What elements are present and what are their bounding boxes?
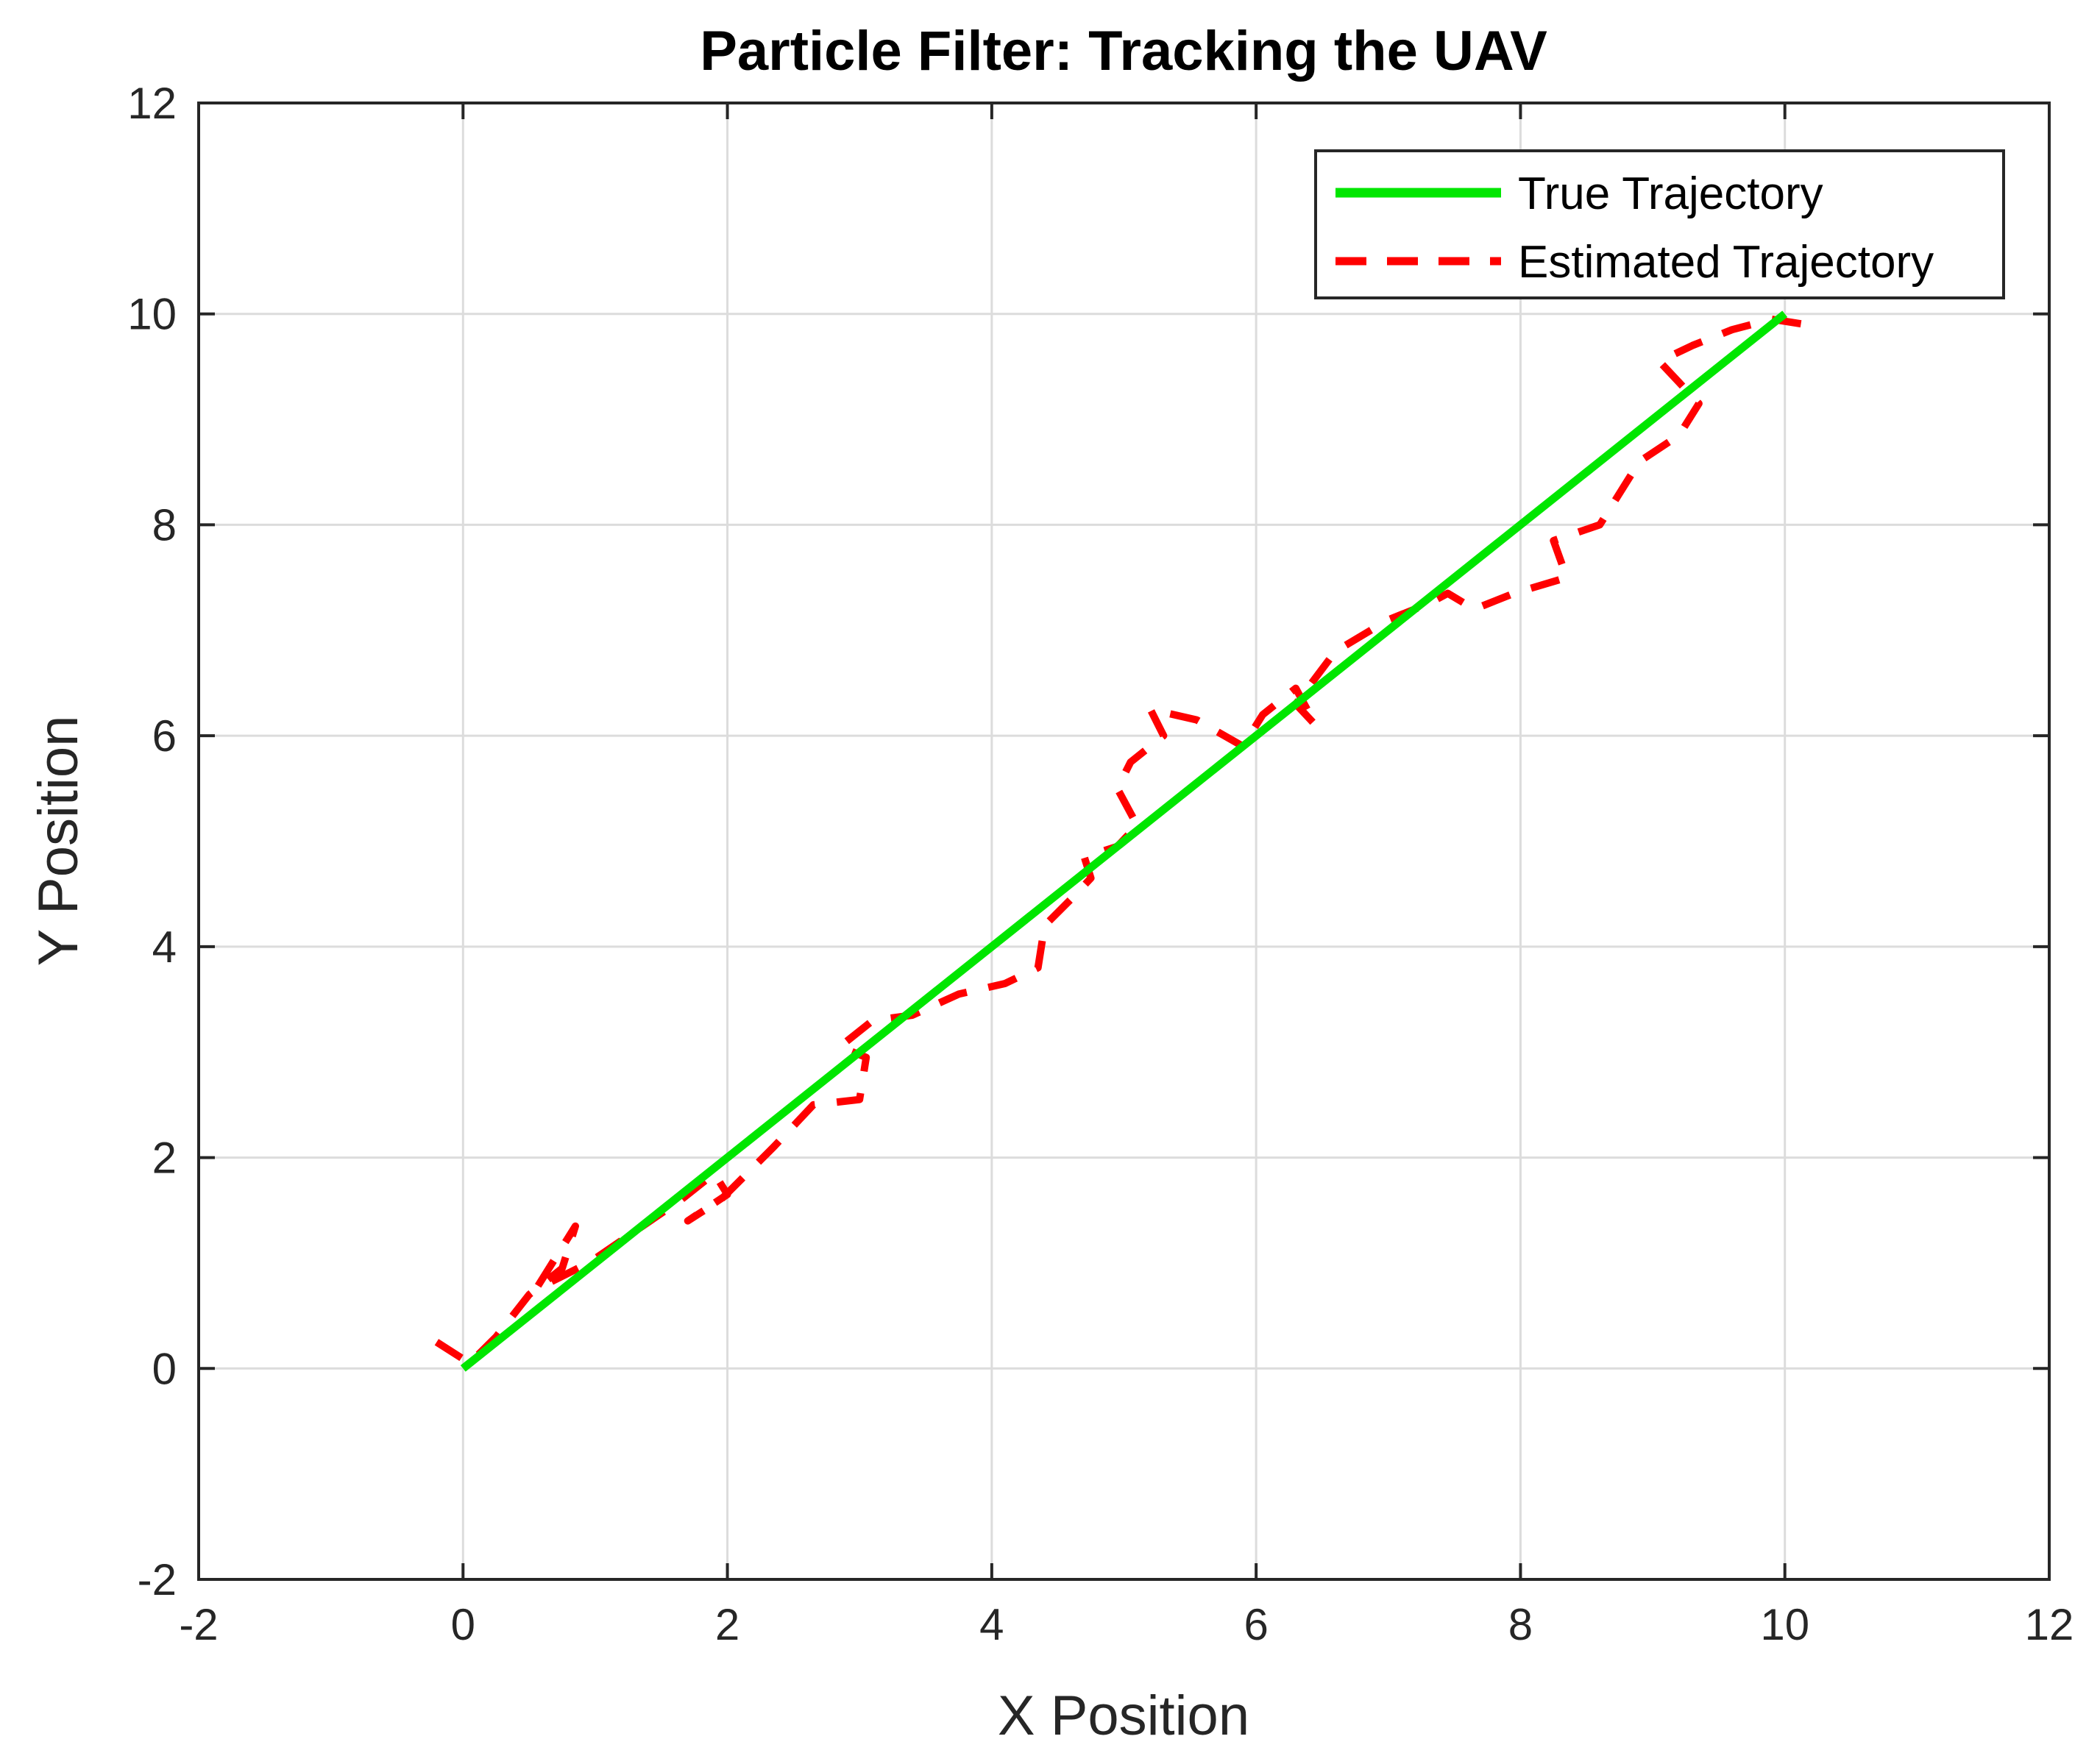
x-tick-labels: -2 0 2 4 6 8 10 12 [179,1600,2074,1649]
y-tick-label: 2 [152,1134,177,1183]
y-tick-label: 8 [152,500,177,550]
x-axis-label: X Position [998,1685,1249,1747]
x-tick-label: 12 [2025,1600,2074,1649]
y-tick-label: 0 [152,1344,177,1393]
series-layer [434,307,1815,1372]
legend-label-true-trajectory: True Trajectory [1518,168,1823,219]
x-tick-label: 2 [715,1600,739,1649]
x-tick-label: 0 [451,1600,475,1649]
y-tick-label: 10 [127,290,177,339]
legend-label-estimated-trajectory: Estimated Trajectory [1518,237,1934,288]
y-tick-label: 6 [152,711,177,761]
x-tick-label: 10 [1760,1600,1809,1649]
y-tick-labels: -2 0 2 4 6 8 10 12 [127,79,177,1604]
series-line-true-trajectory [460,310,1788,1372]
y-axis-label: Y Position [27,716,90,967]
x-tick-label: -2 [179,1600,218,1649]
y-tick-label: 4 [152,922,177,972]
x-tick-label: 4 [979,1600,1004,1649]
series-line-estimated-trajectory [434,307,1815,1368]
plot-area-frame [197,102,2051,1581]
tick-marks [197,102,2051,1581]
chart-title: Particle Filter: Tracking the UAV [700,20,1547,82]
legend-box [1314,149,2005,299]
x-tick-label: 8 [1508,1600,1533,1649]
x-tick-label: 6 [1244,1600,1268,1649]
legend: True Trajectory Estimated Trajectory [1314,149,2005,299]
y-tick-label: -2 [138,1555,177,1604]
y-tick-label: 12 [127,79,177,128]
